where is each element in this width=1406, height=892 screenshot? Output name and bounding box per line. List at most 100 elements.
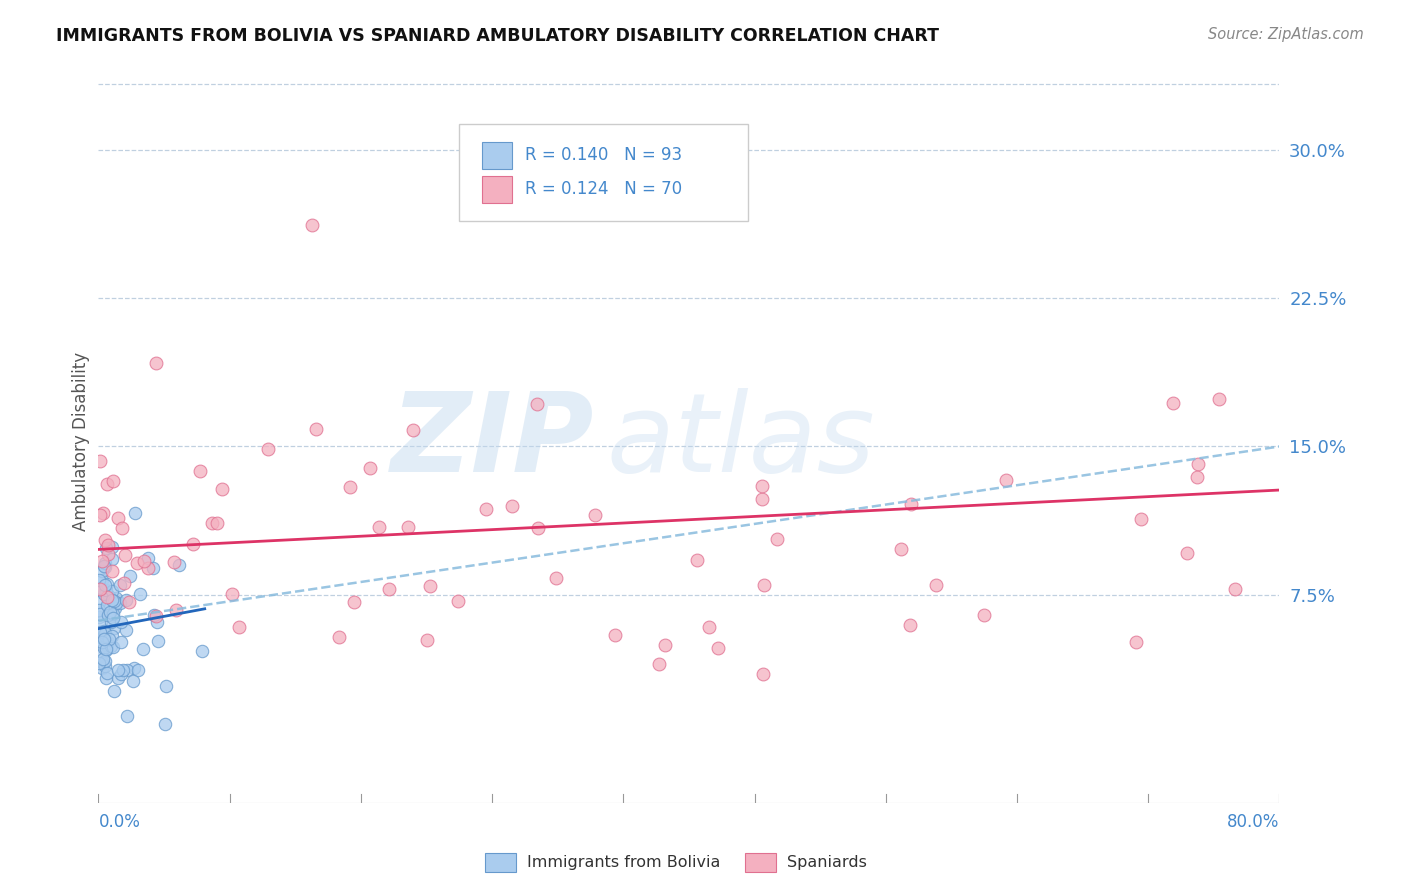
Point <box>605 627 627 641</box>
Point <box>90 581 112 595</box>
Point <box>100 615 122 629</box>
Point <box>101 640 124 655</box>
Text: ZIP: ZIP <box>391 388 595 495</box>
Point <box>121 673 143 688</box>
Point <box>475 502 498 516</box>
Point <box>94 557 117 571</box>
Point <box>100 564 122 578</box>
Point <box>143 607 166 622</box>
Point <box>94 671 117 685</box>
Text: Immigrants from Bolivia: Immigrants from Bolivia <box>527 855 721 870</box>
Point <box>544 571 567 585</box>
Point <box>301 218 323 232</box>
Point <box>142 560 165 574</box>
Point <box>146 634 169 648</box>
Point <box>90 648 112 662</box>
Point <box>900 497 922 511</box>
Point <box>96 639 118 653</box>
Point <box>697 620 720 634</box>
Point <box>87 573 110 587</box>
Point <box>110 666 132 681</box>
Point <box>91 564 114 578</box>
Point <box>97 538 120 552</box>
Point <box>367 520 389 534</box>
Text: Source: ZipAtlas.com: Source: ZipAtlas.com <box>1208 27 1364 42</box>
Point <box>96 590 118 604</box>
Point <box>98 589 121 603</box>
Point <box>89 625 111 640</box>
Point <box>96 599 118 613</box>
Point <box>89 632 111 647</box>
Point <box>94 578 117 592</box>
Point <box>136 560 159 574</box>
Point <box>751 492 773 507</box>
Point <box>111 521 134 535</box>
Point <box>107 510 129 524</box>
Point <box>995 473 1018 487</box>
Text: R = 0.140   N = 93: R = 0.140 N = 93 <box>524 146 682 164</box>
Point <box>110 634 132 648</box>
Text: R = 0.124   N = 70: R = 0.124 N = 70 <box>524 180 682 198</box>
Point <box>89 582 111 596</box>
Point <box>128 586 150 600</box>
Point <box>104 600 127 615</box>
Point <box>90 631 112 645</box>
Point <box>125 556 148 570</box>
Point <box>167 558 190 572</box>
Point <box>101 583 124 598</box>
Point <box>96 477 118 491</box>
Point <box>890 542 912 557</box>
Point <box>583 508 606 522</box>
Point <box>396 520 419 534</box>
Point <box>94 541 117 556</box>
Point <box>221 587 243 601</box>
Point <box>754 578 776 592</box>
Point <box>98 632 121 647</box>
Point <box>751 479 773 493</box>
Point <box>115 663 138 677</box>
Point <box>419 579 441 593</box>
Point <box>446 593 468 607</box>
Point <box>328 631 350 645</box>
Point <box>91 652 114 666</box>
Point <box>110 615 132 629</box>
Point <box>900 617 922 632</box>
Point <box>96 638 118 652</box>
Bar <box>482 176 512 203</box>
Point <box>166 603 188 617</box>
Point <box>94 626 117 640</box>
Point <box>96 577 118 591</box>
Point <box>93 641 115 656</box>
Point <box>90 554 112 568</box>
Point <box>527 521 550 535</box>
Point <box>107 671 129 685</box>
Point <box>153 716 176 731</box>
Point <box>103 621 125 635</box>
Point <box>648 657 671 672</box>
Point <box>101 474 124 488</box>
Point <box>163 555 186 569</box>
Point <box>94 533 117 548</box>
Point <box>112 575 135 590</box>
Point <box>98 605 121 619</box>
Point <box>94 641 117 656</box>
Point <box>201 516 224 530</box>
Point <box>103 594 125 608</box>
Point <box>115 623 138 637</box>
Point <box>118 568 141 582</box>
Point <box>101 611 124 625</box>
Y-axis label: Ambulatory Disability: Ambulatory Disability <box>72 352 90 531</box>
Point <box>190 464 212 478</box>
Bar <box>482 142 512 169</box>
Point <box>1225 582 1247 596</box>
Point <box>93 585 115 599</box>
Point <box>122 660 145 674</box>
Text: atlas: atlas <box>606 388 875 495</box>
Point <box>89 508 111 522</box>
Point <box>91 506 114 520</box>
Point <box>146 615 169 629</box>
Point <box>93 659 115 673</box>
Point <box>752 667 775 681</box>
Text: IMMIGRANTS FROM BOLIVIA VS SPANIARD AMBULATORY DISABILITY CORRELATION CHART: IMMIGRANTS FROM BOLIVIA VS SPANIARD AMBU… <box>56 27 939 45</box>
Point <box>107 663 129 677</box>
